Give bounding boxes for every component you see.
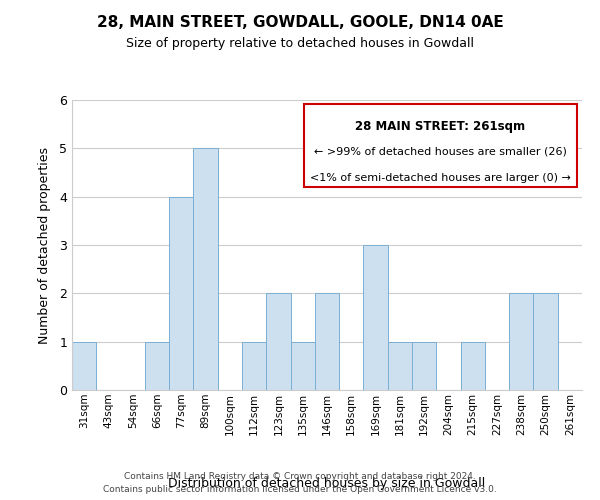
Text: 28, MAIN STREET, GOWDALL, GOOLE, DN14 0AE: 28, MAIN STREET, GOWDALL, GOOLE, DN14 0A…	[97, 15, 503, 30]
Text: <1% of semi-detached houses are larger (0) →: <1% of semi-detached houses are larger (…	[310, 172, 571, 182]
Bar	[290, 342, 315, 390]
Text: Contains public sector information licensed under the Open Government Licence v3: Contains public sector information licen…	[103, 485, 497, 494]
Bar	[72, 342, 96, 390]
Bar	[315, 294, 339, 390]
Bar	[388, 342, 412, 390]
Text: ← >99% of detached houses are smaller (26): ← >99% of detached houses are smaller (2…	[314, 146, 567, 156]
Text: Contains HM Land Registry data © Crown copyright and database right 2024.: Contains HM Land Registry data © Crown c…	[124, 472, 476, 481]
Bar	[412, 342, 436, 390]
Bar	[364, 245, 388, 390]
X-axis label: Distribution of detached houses by size in Gowdall: Distribution of detached houses by size …	[169, 476, 485, 490]
FancyBboxPatch shape	[304, 104, 577, 187]
Bar	[533, 294, 558, 390]
Bar	[193, 148, 218, 390]
Y-axis label: Number of detached properties: Number of detached properties	[38, 146, 51, 344]
Text: Size of property relative to detached houses in Gowdall: Size of property relative to detached ho…	[126, 38, 474, 51]
Bar	[266, 294, 290, 390]
Bar	[169, 196, 193, 390]
Bar	[461, 342, 485, 390]
Bar	[242, 342, 266, 390]
Bar	[145, 342, 169, 390]
Bar	[509, 294, 533, 390]
Text: 28 MAIN STREET: 261sqm: 28 MAIN STREET: 261sqm	[355, 120, 526, 134]
